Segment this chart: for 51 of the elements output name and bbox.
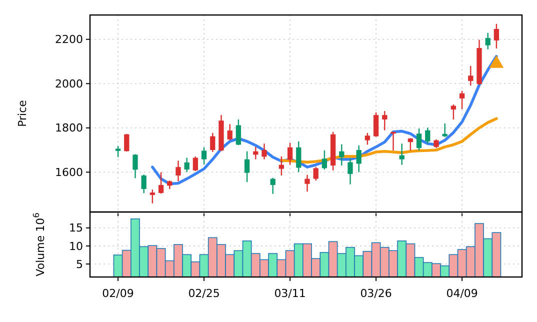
candlestick: [210, 132, 216, 153]
candlestick: [158, 172, 164, 194]
candlestick: [227, 124, 232, 141]
candlestick: [132, 154, 138, 179]
candlestick: [141, 174, 146, 194]
candlestick: [201, 146, 207, 166]
candlestick: [287, 142, 293, 166]
candlestick: [262, 143, 267, 160]
y-tick-label: 2000: [55, 77, 83, 90]
candlestick: [459, 90, 465, 110]
candlestick: [270, 177, 276, 194]
candlestick: [339, 144, 344, 166]
candlestick: [416, 128, 422, 152]
candlestick: [150, 189, 156, 204]
y-tick-label: 2200: [55, 33, 83, 46]
candlestick: [408, 137, 414, 152]
candlestick: [192, 156, 198, 172]
candlestick: [184, 157, 190, 173]
x-tick-label: 03/11: [274, 287, 306, 300]
candlestick: [494, 23, 500, 50]
x-tick-label: 04/09: [446, 287, 478, 300]
candlestick: [382, 110, 388, 131]
candlestick: [278, 156, 284, 176]
y-tick-label: 10: [69, 240, 83, 253]
candlestick: [236, 118, 242, 146]
candlestick: [450, 104, 456, 120]
candlestick: [115, 145, 121, 158]
x-tick-label: 03/26: [360, 287, 392, 300]
x-tick-label: 02/09: [102, 287, 134, 300]
y-tick-label: 1800: [55, 122, 83, 135]
candlestick: [348, 158, 353, 185]
candlestick: [244, 150, 250, 183]
y-tick-label: 5: [76, 258, 83, 271]
candlestick: [425, 127, 430, 144]
candlestick: [304, 174, 310, 192]
y-tick-label: 1600: [55, 166, 83, 180]
candlestick: [364, 132, 370, 146]
candlestick: [124, 133, 130, 152]
candlestick: [399, 143, 404, 166]
candlestick: [176, 160, 181, 182]
candlestick: [356, 144, 362, 173]
y-axis-title: Price: [16, 100, 29, 127]
candlestick: [322, 150, 328, 170]
y-tick-label: 15: [69, 222, 83, 235]
candlestick: [468, 65, 474, 86]
candlestick: [373, 112, 379, 138]
candlestick: [313, 166, 318, 182]
candlestick: [485, 32, 490, 50]
candlestick: [296, 140, 302, 173]
candlestick: [442, 122, 448, 138]
x-tick-label: 02/25: [188, 287, 220, 300]
